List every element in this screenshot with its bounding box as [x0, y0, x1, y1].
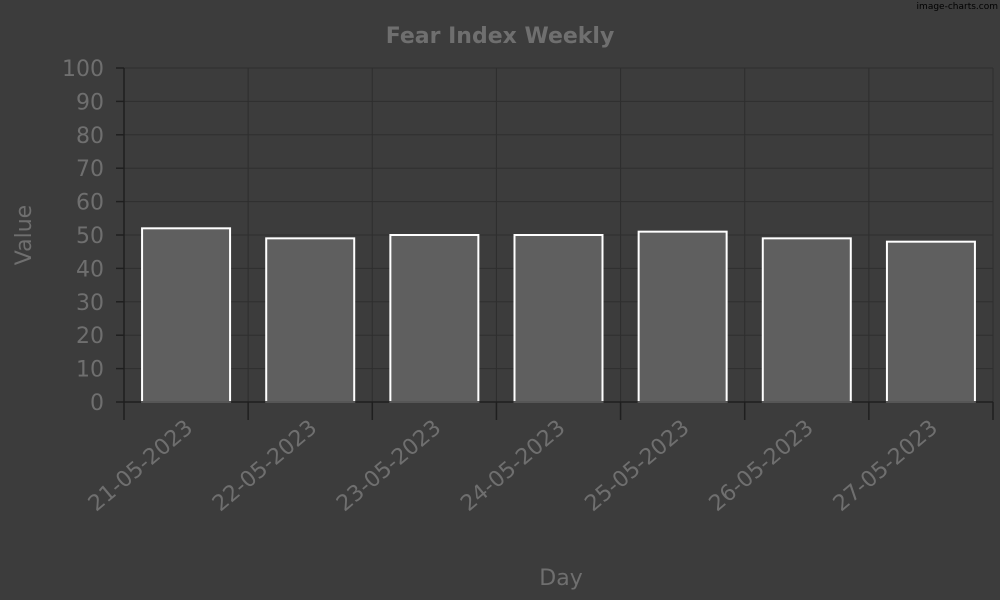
- y-tick-label: 70: [76, 157, 104, 182]
- bar-21-05-2023: [141, 227, 232, 403]
- x-tick-label: 25-05-2023: [580, 415, 694, 516]
- x-tick-label: 24-05-2023: [456, 415, 570, 516]
- y-tick-label: 100: [62, 57, 104, 82]
- y-tick-label: 30: [76, 291, 104, 316]
- x-tick-labels: 21-05-2023 22-05-2023 23-05-2023 24-05-2023…: [84, 415, 943, 516]
- chart-title: Fear Index Weekly: [386, 24, 615, 49]
- bar-25-05-2023: [637, 230, 728, 403]
- x-axis-label: Day: [539, 566, 582, 591]
- y-tick-label: 40: [76, 257, 104, 282]
- y-tick-label: 90: [76, 90, 104, 115]
- y-tick-label: 80: [76, 124, 104, 149]
- y-tick-label: 60: [76, 191, 104, 216]
- axes: [116, 67, 994, 420]
- bar-22-05-2023: [265, 237, 356, 403]
- y-tick-label: 50: [76, 224, 104, 249]
- x-tick-label: 22-05-2023: [208, 415, 322, 516]
- bars: [141, 227, 976, 403]
- bar-27-05-2023: [885, 240, 976, 403]
- y-tick-labels: 0 10 20 30 40 50 60 70 80 90 100: [62, 57, 104, 416]
- bar-26-05-2023: [761, 237, 852, 403]
- bar-23-05-2023: [389, 234, 480, 403]
- y-tick-label: 20: [76, 324, 104, 349]
- y-tick-label: 0: [90, 391, 104, 416]
- y-axis-label: Value: [12, 205, 37, 265]
- y-tick-label: 10: [76, 358, 104, 383]
- bar-24-05-2023: [513, 234, 604, 403]
- x-tick-label: 21-05-2023: [84, 415, 198, 516]
- x-tick-label: 27-05-2023: [829, 415, 943, 516]
- x-tick-label: 26-05-2023: [705, 415, 819, 516]
- watermark: image-charts.com: [917, 2, 998, 12]
- x-tick-label: 23-05-2023: [332, 415, 446, 516]
